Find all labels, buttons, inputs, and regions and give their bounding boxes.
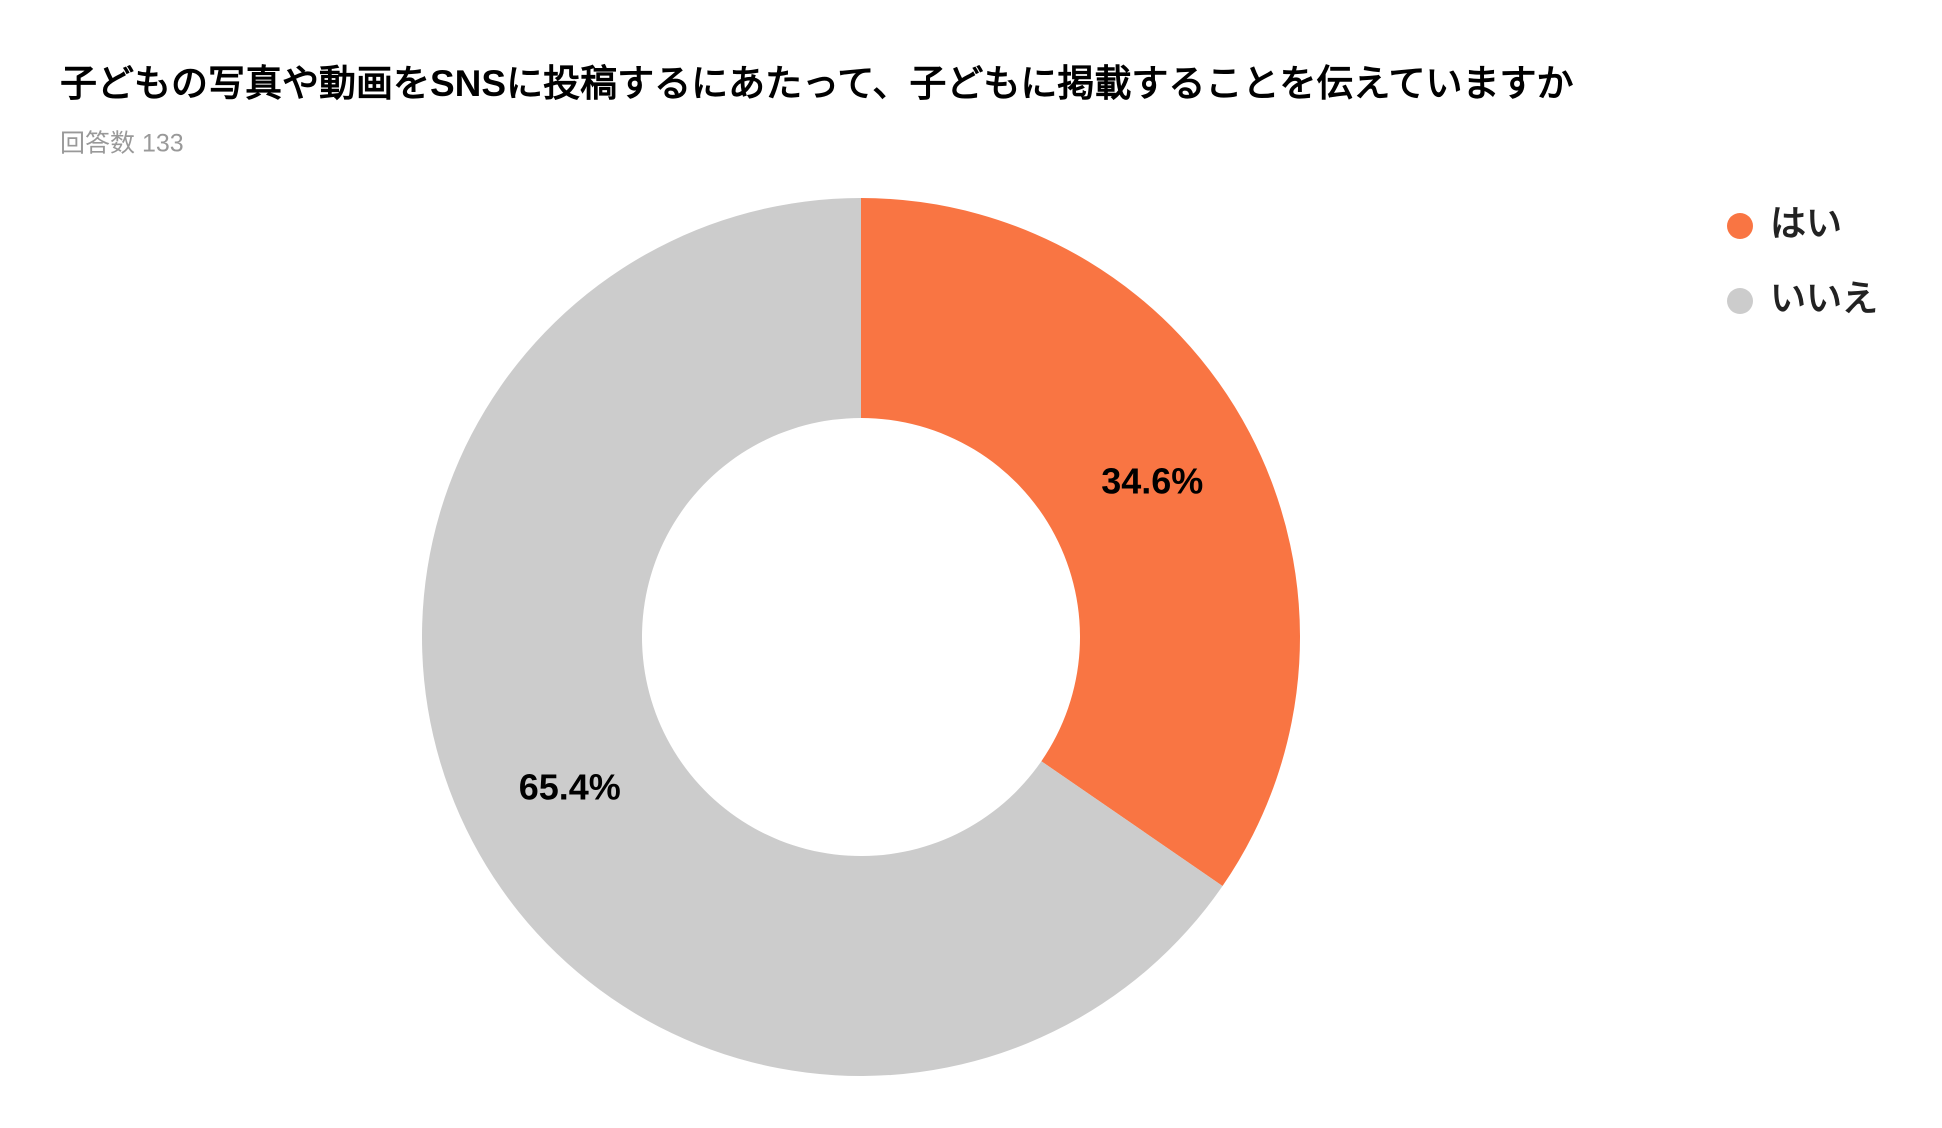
chart-title: 子どもの写真や動画をSNSに投稿するにあたって、子どもに掲載することを伝えていま…: [60, 63, 1574, 104]
legend-swatch: [1727, 213, 1753, 239]
legend-swatch: [1727, 288, 1753, 314]
legend-label: いいえ: [1770, 278, 1878, 319]
donut-slice: [421, 198, 1223, 1076]
legend-label: はい: [1770, 203, 1842, 244]
donut-slice: [861, 198, 1300, 887]
chart-subtitle: 回答数 133: [60, 130, 184, 158]
value-label: 34.6%: [1101, 460, 1203, 501]
value-label: 65.4%: [519, 767, 621, 808]
